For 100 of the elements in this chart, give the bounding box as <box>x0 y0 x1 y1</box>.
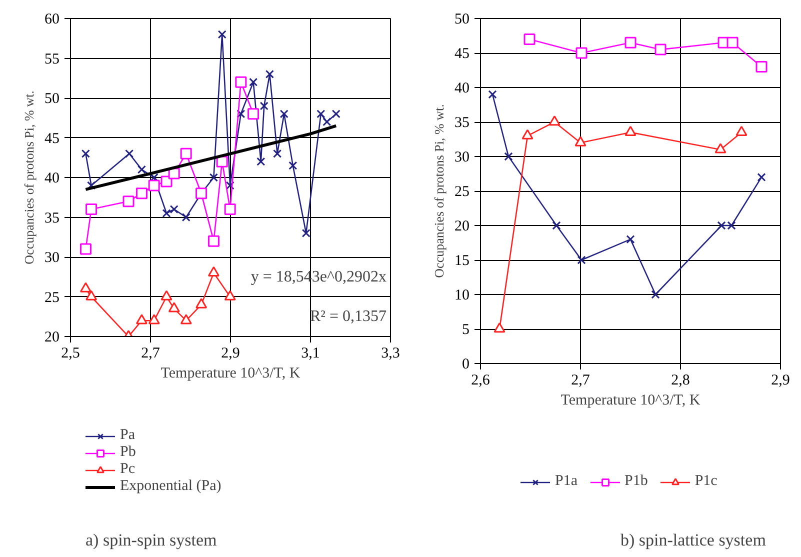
legend-label: P1a <box>555 473 578 490</box>
x-tick-label: 2,5 <box>61 346 80 362</box>
point <box>180 148 192 160</box>
x-tick-label: 2,6 <box>471 372 490 388</box>
point <box>162 208 171 218</box>
legend-label: Pa <box>120 427 136 444</box>
x-tick-label: 2,8 <box>671 372 690 388</box>
point <box>86 290 98 300</box>
point <box>577 256 586 264</box>
point <box>81 149 90 158</box>
y-tick-label: 0 <box>462 356 470 372</box>
point <box>168 302 180 312</box>
point <box>714 143 726 154</box>
point <box>756 61 768 73</box>
point <box>218 30 226 39</box>
y-tick-label: 35 <box>44 210 60 226</box>
point <box>288 161 298 170</box>
point <box>624 36 636 48</box>
y-tick-label: 25 <box>454 184 470 200</box>
point <box>160 290 172 300</box>
x-axis-title: Temperature 10^3/T, K <box>560 392 700 408</box>
x-tick-label: 3,1 <box>301 346 320 362</box>
y-tick-label: 40 <box>454 80 470 96</box>
y-tick-label: 5 <box>462 322 470 338</box>
point <box>548 115 560 126</box>
y-tick-label: 15 <box>454 253 470 269</box>
legend-label: Exponential (Pa) <box>120 478 222 495</box>
y-tick-label: 60 <box>44 12 60 28</box>
y-tick-label: 45 <box>44 130 60 147</box>
point <box>137 165 146 174</box>
point <box>87 181 96 190</box>
point <box>196 298 208 308</box>
point <box>626 235 635 244</box>
point <box>280 110 288 118</box>
legend-label: P1c <box>694 473 718 490</box>
point <box>235 76 247 88</box>
text: b) spin-lattice system <box>620 530 766 550</box>
y-tick-label: 55 <box>44 51 60 68</box>
text: a) spin-spin system <box>86 530 217 550</box>
point <box>651 290 660 299</box>
point <box>180 314 192 324</box>
point <box>256 157 266 166</box>
x-tick-label: 3,3 <box>381 346 400 362</box>
point <box>576 47 588 59</box>
point <box>209 173 218 182</box>
point <box>136 188 148 200</box>
point <box>236 110 246 118</box>
y-tick-label: 30 <box>44 250 60 266</box>
point <box>125 149 134 158</box>
y-tick-label: 25 <box>44 290 60 306</box>
point <box>624 126 636 136</box>
y-tick-label: 20 <box>454 218 470 234</box>
point <box>136 314 148 324</box>
point <box>504 152 513 161</box>
point <box>168 168 180 180</box>
point <box>122 196 134 208</box>
point <box>265 70 274 78</box>
point <box>302 228 310 238</box>
y-tick-label: 50 <box>44 91 60 107</box>
point <box>488 90 497 99</box>
y-tick-label: 50 <box>454 12 470 28</box>
x-tick-label: 2,7 <box>141 346 160 362</box>
y-tick-label: 35 <box>454 115 470 131</box>
point <box>248 108 260 120</box>
legend-label: Pc <box>120 461 136 478</box>
y-axis-title: Occupancies of protons Pi, % wt. <box>432 104 446 278</box>
y-tick-label: 30 <box>454 150 470 166</box>
point <box>80 282 92 292</box>
point <box>224 290 236 300</box>
point <box>249 78 258 86</box>
y-tick-label: 10 <box>454 288 470 304</box>
point <box>522 129 534 140</box>
y-tick-label: 40 <box>44 170 60 186</box>
point <box>226 181 234 190</box>
point <box>552 221 561 230</box>
point <box>736 126 748 136</box>
point <box>208 266 220 277</box>
y-axis-title: Occupancies of protons Pi, % wt. <box>22 90 36 264</box>
y-tick-label: 45 <box>454 46 470 62</box>
point <box>86 204 98 216</box>
x-tick-label: 2,9 <box>771 372 790 388</box>
point <box>524 33 536 45</box>
point <box>273 149 282 158</box>
point <box>148 180 160 192</box>
point <box>224 204 236 216</box>
point <box>316 110 326 118</box>
point <box>182 212 190 222</box>
point <box>726 36 738 48</box>
x-axis-title: Temperature 10^3/T, K <box>160 366 300 382</box>
point <box>332 110 340 118</box>
point <box>654 44 666 56</box>
point <box>170 205 178 214</box>
point <box>260 102 268 110</box>
point <box>574 136 586 146</box>
y-tick-label: 20 <box>44 330 60 346</box>
x-tick-label: 2,9 <box>221 346 240 362</box>
point <box>208 235 220 247</box>
point <box>148 314 160 324</box>
legend-label: P1b <box>624 473 648 490</box>
point <box>80 243 92 255</box>
